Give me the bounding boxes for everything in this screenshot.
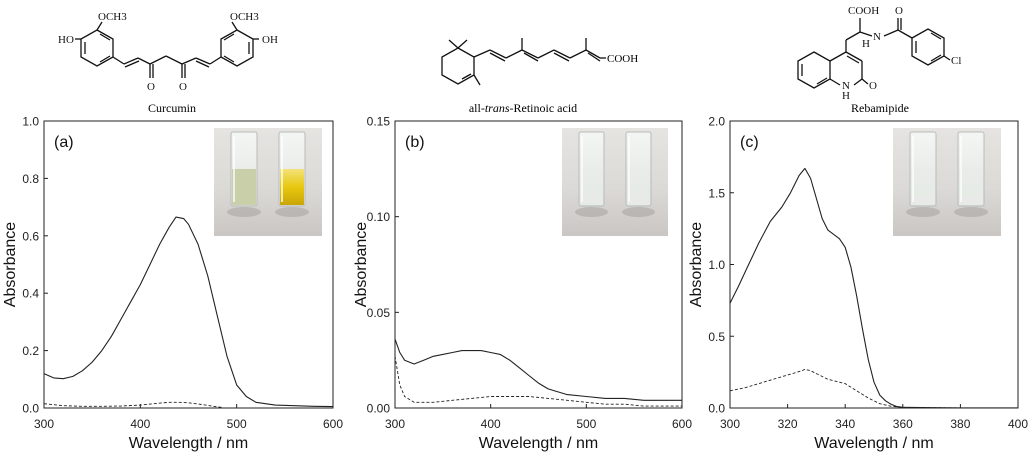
rebamipide-cl-label: Cl	[951, 55, 961, 67]
x-tick-label: 400	[481, 417, 501, 431]
series-line-dashed	[394, 356, 682, 407]
x-tick-label: 400	[1008, 417, 1028, 431]
curcumin-och3-left-label: OCH3	[98, 11, 127, 23]
rebamipide-ring-n-label: N	[842, 80, 850, 92]
y-tick-label: 0.15	[367, 115, 391, 129]
vial-liquid	[959, 169, 983, 205]
curcumin-structure	[75, 21, 259, 78]
y-tick-label: 1.0	[708, 258, 725, 272]
panel-label: (b)	[405, 134, 425, 151]
x-axis-label: Wavelength / nm	[129, 435, 248, 452]
panel-label: (a)	[54, 134, 74, 151]
curcumin-ketone-o-right: O	[179, 81, 187, 93]
rebamipide-lactam-o-label: O	[869, 80, 877, 92]
rebamipide-ring-h-label: H	[842, 90, 850, 102]
x-tick-label: 600	[323, 417, 343, 431]
curcumin-oh-label: OH	[262, 34, 278, 46]
rebamipide-h-label: H	[862, 38, 870, 50]
photo-background	[214, 128, 322, 236]
vial-liquid	[911, 169, 935, 205]
rebamipide-atom-labels: COOH H N O Cl N H O	[842, 5, 961, 102]
retinoic-acid-structure	[441, 38, 606, 86]
x-tick-label: 320	[778, 417, 798, 431]
vial-liquid	[232, 169, 256, 205]
molecule-name-retinoic-acid: all-trans-Retinoic acid	[469, 101, 577, 115]
chart-panel-c: 0.0 0.5 1.0 1.5 2.0 300 320 340 360 380 400 Wavelen…	[688, 115, 1028, 453]
y-tick-label: 0.05	[367, 306, 391, 320]
y-tick-label: 0.8	[22, 172, 39, 186]
vial-shadow	[575, 207, 608, 217]
y-tick-label: 0.0	[22, 402, 39, 416]
y-axis-label: Absorbance	[353, 222, 370, 307]
y-tick-label: 0.5	[708, 330, 725, 344]
y-tick-label: 0.2	[22, 344, 39, 358]
x-tick-label: 340	[835, 417, 855, 431]
series-line-solid	[729, 167, 1018, 409]
retinoic-cooh-label: COOH	[607, 53, 638, 65]
x-tick-label: 300	[720, 417, 740, 431]
x-tick-label: 600	[672, 417, 692, 431]
vial-liquid	[627, 169, 650, 205]
molecule-name-curcumin: Curcumin	[148, 101, 196, 115]
series-line-solid	[394, 338, 682, 401]
curcumin-ho-label: HO	[58, 34, 74, 46]
vial-photo	[562, 128, 668, 236]
y-tick-label: 1.0	[22, 115, 39, 129]
molecule-name-prefix: all-	[469, 101, 485, 115]
vial-photo	[214, 128, 322, 236]
x-tick-label: 400	[130, 417, 150, 431]
x-axis-label: Wavelength / nm	[479, 435, 598, 452]
chart-panel-b: 0.00 0.05 0.10 0.15 300 400 500 600 Wavelength /…	[353, 115, 692, 453]
molecule-name-italic: trans	[485, 101, 510, 115]
x-tick-label: 380	[950, 417, 970, 431]
panel-label: (c)	[740, 134, 759, 151]
series-line-solid	[43, 216, 334, 408]
x-tick-label: 300	[385, 417, 405, 431]
rebamipide-cooh-label: COOH	[848, 5, 879, 17]
y-tick-label: 0.10	[367, 210, 391, 224]
curcumin-atom-labels: HO OCH3 OCH3 OH O O	[58, 11, 278, 93]
rebamipide-amide-n-label: N	[873, 31, 881, 43]
x-tick-label: 500	[227, 417, 247, 431]
y-tick-label: 0.4	[22, 287, 39, 301]
rebamipide-structure	[797, 18, 951, 89]
vial-shadow	[954, 207, 988, 217]
vial-liquid	[580, 169, 603, 205]
x-tick-label: 360	[893, 417, 913, 431]
series-line-dashed	[43, 401, 223, 408]
curcumin-ketone-o-left: O	[147, 81, 155, 93]
vial-shadow	[622, 207, 655, 217]
molecule-name-suffix: -Retinoic acid	[510, 101, 578, 115]
y-axis-label: Absorbance	[688, 222, 705, 307]
y-tick-label: 2.0	[708, 115, 725, 129]
rebamipide-amide-o-label: O	[895, 5, 903, 17]
x-tick-label: 300	[34, 417, 54, 431]
plot-frame	[43, 120, 334, 409]
curcumin-och3-right-label: OCH3	[230, 11, 259, 23]
y-tick-label: 0.6	[22, 229, 39, 243]
vial-photo	[893, 128, 1001, 236]
vial-shadow	[906, 207, 940, 217]
series-line-dashed	[729, 368, 1018, 409]
chart-panels: 0.0 0.2 0.4 0.6 0.8 1.0 300 400 500 600 Wavelength…	[2, 115, 1028, 453]
x-tick-label: 500	[576, 417, 596, 431]
vial-shadow	[275, 207, 309, 217]
chart-panel-a: 0.0 0.2 0.4 0.6 0.8 1.0 300 400 500 600 Wavelength…	[2, 115, 343, 453]
plot-frame	[394, 120, 683, 409]
molecule-name-rebamipide: Rebamipide	[851, 101, 909, 115]
y-tick-label: 1.5	[708, 186, 725, 200]
vial-liquid	[280, 169, 304, 205]
y-axis-label: Absorbance	[2, 222, 19, 307]
photo-background	[562, 128, 668, 236]
photo-background	[893, 128, 1001, 236]
y-tick-label: 0.00	[367, 402, 391, 416]
vial-shadow	[227, 207, 261, 217]
y-tick-label: 0.0	[708, 402, 725, 416]
x-axis-label: Wavelength / nm	[814, 435, 933, 452]
